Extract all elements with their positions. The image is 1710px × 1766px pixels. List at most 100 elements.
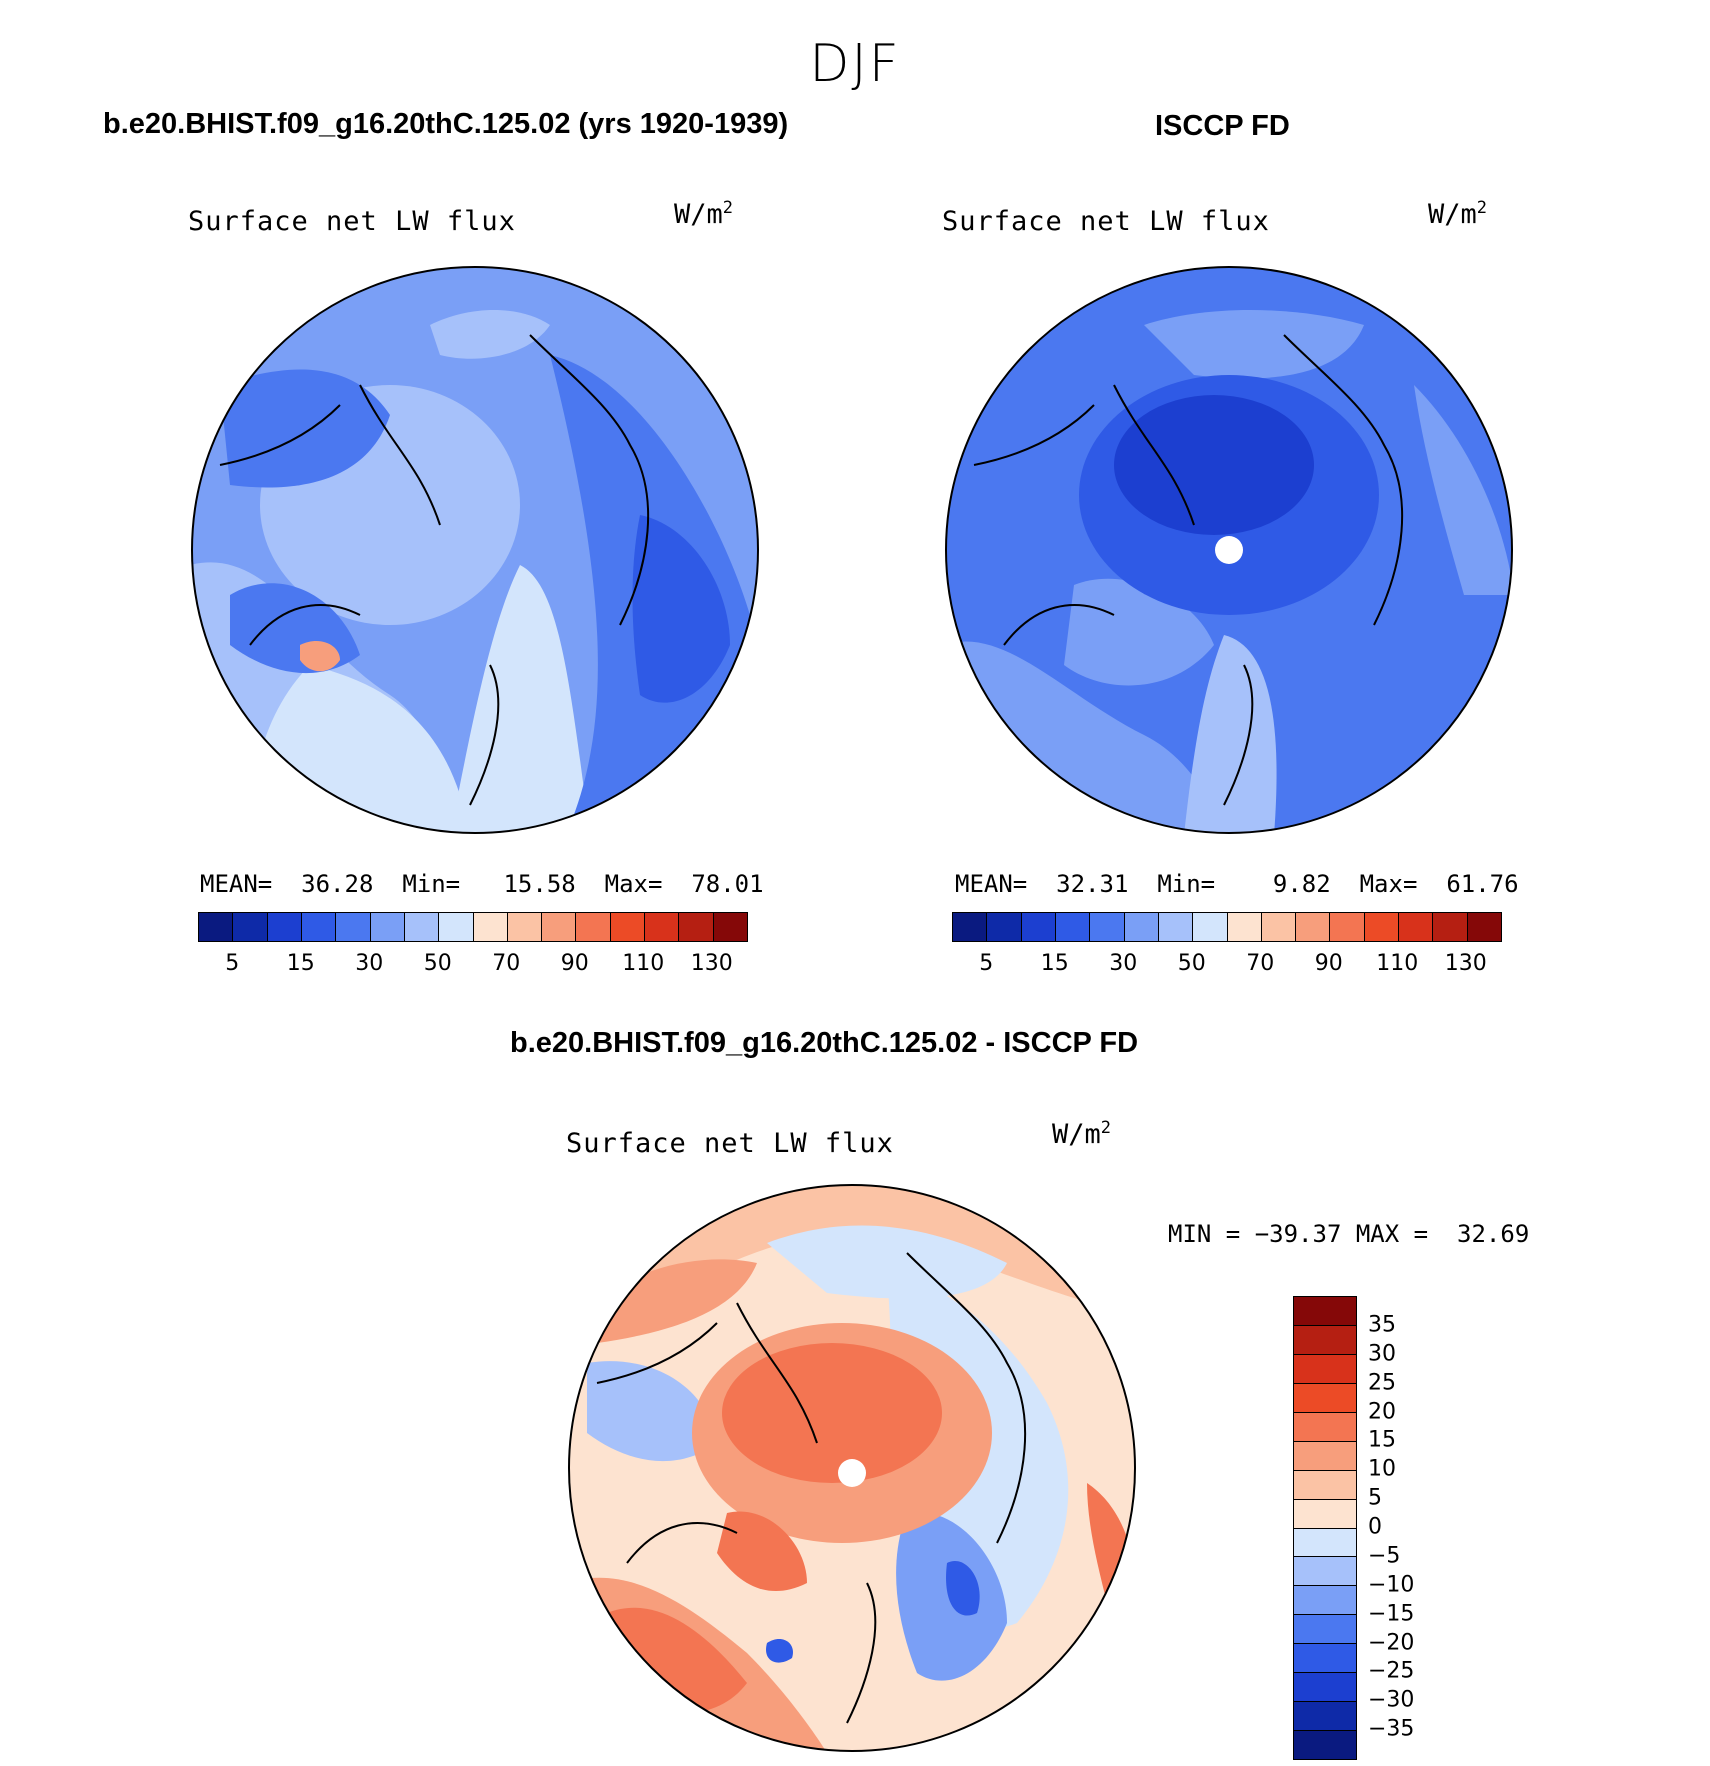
colorbar-tick-label: −25 <box>1368 1658 1415 1684</box>
colorbar-tick-label: 110 <box>622 951 665 976</box>
colorbar-swatch <box>199 913 234 941</box>
colorbar-tick-label: 10 <box>1368 1456 1396 1482</box>
colorbar-swatch <box>301 913 337 941</box>
colorbar-swatch <box>1055 913 1091 941</box>
colorbar-tick-label: −10 <box>1368 1572 1415 1598</box>
colorbar-swatch <box>1433 913 1468 941</box>
colorbar-tick-label: 15 <box>1040 951 1069 976</box>
panel-c-variable: Surface net LW flux <box>566 1128 894 1159</box>
colorbar-swatch <box>1227 913 1262 941</box>
colorbar-swatch <box>987 913 1022 941</box>
colorbar-swatch <box>1294 1673 1356 1703</box>
colorbar-swatch <box>233 913 268 941</box>
colorbar-swatch <box>1364 913 1400 941</box>
colorbar-tick-label: 110 <box>1376 951 1419 976</box>
colorbar-swatch <box>336 913 371 941</box>
colorbar-swatch <box>1193 913 1228 941</box>
colorbar-swatch <box>645 913 680 941</box>
colorbar-swatch <box>576 913 611 941</box>
colorbar-tick-label: −20 <box>1368 1630 1415 1655</box>
colorbar-swatch <box>1294 1702 1356 1732</box>
panel-a-colorbar <box>198 912 748 942</box>
panel-b-map <box>945 266 1513 834</box>
panel-b-stats: MEAN= 32.31 Min= 9.82 Max= 61.76 <box>955 870 1519 898</box>
colorbar-swatch <box>1296 913 1331 941</box>
colorbar-tick-label: −5 <box>1368 1543 1401 1569</box>
panel-a-map <box>191 266 759 834</box>
panel-b-variable: Surface net LW flux <box>942 206 1270 237</box>
colorbar-tick-label: 130 <box>690 951 733 976</box>
colorbar-tick-label: 5 <box>1368 1485 1382 1511</box>
panel-b-title: ISCCP FD <box>1155 110 1290 142</box>
panel-c-title: b.e20.BHIST.f09_g16.20thC.125.02 - ISCCP… <box>510 1027 1139 1059</box>
colorbar-tick-label: 70 <box>492 951 521 976</box>
colorbar-tick-label: 30 <box>355 951 384 976</box>
colorbar-swatch <box>1294 1470 1356 1500</box>
panel-c-map <box>568 1184 1136 1752</box>
colorbar-swatch <box>1330 913 1365 941</box>
colorbar-tick-label: 25 <box>1368 1370 1396 1396</box>
colorbar-swatch <box>1294 1644 1356 1674</box>
panel-b-colorbar-labels: 5 15 30 50 70 90 110 130 <box>952 951 1500 981</box>
colorbar-tick-label: 15 <box>1368 1427 1396 1453</box>
colorbar-swatch <box>439 913 474 941</box>
colorbar-swatch <box>1294 1354 1356 1384</box>
colorbar-swatch <box>1294 1615 1356 1645</box>
colorbar-tick-label: 35 <box>1368 1312 1396 1338</box>
colorbar-tick-label: 70 <box>1246 951 1275 976</box>
colorbar-tick-label: 90 <box>1314 951 1343 976</box>
panel-a-title: b.e20.BHIST.f09_g16.20thC.125.02 (yrs 19… <box>103 108 789 140</box>
colorbar-swatch <box>1294 1325 1356 1355</box>
colorbar-swatch <box>1294 1586 1356 1616</box>
colorbar-swatch <box>1021 913 1056 941</box>
panel-a-stats: MEAN= 36.28 Min= 15.58 Max= 78.01 <box>200 870 764 898</box>
colorbar-swatch <box>1124 913 1159 941</box>
colorbar-tick-label: 50 <box>423 951 452 976</box>
colorbar-swatch <box>1294 1499 1356 1529</box>
colorbar-swatch <box>679 913 714 941</box>
colorbar-swatch <box>1399 913 1434 941</box>
colorbar-tick-label: 50 <box>1177 951 1206 976</box>
colorbar-swatch <box>542 913 577 941</box>
colorbar-swatch <box>1294 1731 1356 1759</box>
colorbar-swatch <box>1294 1441 1356 1471</box>
panel-c-units: W/m2 <box>1052 1118 1112 1150</box>
season-title: DJF <box>809 34 901 94</box>
colorbar-swatch <box>610 913 646 941</box>
colorbar-swatch <box>507 913 543 941</box>
colorbar-tick-label: 30 <box>1109 951 1138 976</box>
colorbar-tick-label: 5 <box>979 951 994 976</box>
colorbar-tick-label: −35 <box>1368 1716 1415 1742</box>
colorbar-swatch <box>1467 913 1501 941</box>
colorbar-swatch <box>1294 1557 1356 1587</box>
colorbar-swatch <box>473 913 508 941</box>
panel-a-variable: Surface net LW flux <box>188 206 516 237</box>
panel-b-colorbar <box>952 912 1502 942</box>
colorbar-swatch <box>1294 1297 1356 1326</box>
colorbar-swatch <box>370 913 405 941</box>
colorbar-tick-label: 0 <box>1368 1514 1382 1540</box>
panel-c-stats: MIN = −39.37 MAX = 32.69 <box>1168 1220 1530 1248</box>
colorbar-tick-label: −30 <box>1368 1687 1415 1713</box>
colorbar-swatch <box>1158 913 1194 941</box>
panel-b-units: W/m2 <box>1428 198 1488 230</box>
colorbar-swatch <box>713 913 747 941</box>
colorbar-swatch <box>267 913 302 941</box>
colorbar-swatch <box>953 913 988 941</box>
panel-c-colorbar-labels: 35 30 25 20 15 10 5 0 −5 −10 −15 −20 −25 −30 −35 <box>1368 1296 1458 1758</box>
colorbar-swatch <box>1294 1528 1356 1558</box>
colorbar-tick-label: 5 <box>225 951 240 976</box>
colorbar-swatch <box>404 913 440 941</box>
colorbar-swatch <box>1294 1412 1356 1442</box>
colorbar-swatch <box>1294 1383 1356 1413</box>
colorbar-swatch <box>1090 913 1125 941</box>
colorbar-swatch <box>1261 913 1297 941</box>
colorbar-tick-label: 30 <box>1368 1341 1396 1367</box>
colorbar-tick-label: 15 <box>286 951 315 976</box>
colorbar-tick-label: 90 <box>560 951 589 976</box>
panel-c-colorbar <box>1293 1296 1357 1760</box>
colorbar-tick-label: 130 <box>1444 951 1487 976</box>
colorbar-tick-label: 20 <box>1368 1399 1396 1424</box>
panel-a-colorbar-labels: 5 15 30 50 70 90 110 130 <box>198 951 746 981</box>
panel-a-units: W/m2 <box>674 198 734 230</box>
